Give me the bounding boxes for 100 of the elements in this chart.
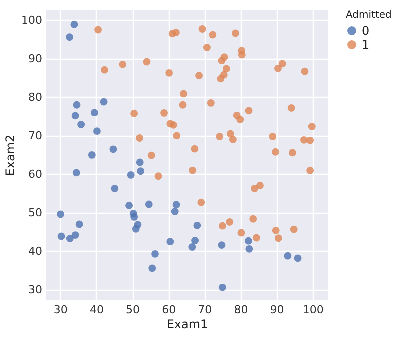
point xyxy=(173,132,181,140)
point xyxy=(300,136,308,144)
point xyxy=(57,210,64,218)
point xyxy=(189,166,196,174)
point xyxy=(94,26,102,34)
x-tick-label: 70 xyxy=(198,304,212,316)
point xyxy=(72,112,80,120)
point xyxy=(58,232,66,240)
point xyxy=(66,235,74,242)
point xyxy=(278,60,286,68)
point xyxy=(192,236,199,244)
point xyxy=(306,166,314,174)
x-tick-label: 80 xyxy=(234,304,248,316)
point xyxy=(226,218,234,226)
point xyxy=(250,215,258,223)
point xyxy=(217,75,225,83)
x-tick-label: 30 xyxy=(54,304,68,316)
point xyxy=(148,152,156,160)
point xyxy=(245,107,253,115)
point xyxy=(207,100,215,107)
point xyxy=(132,225,140,233)
point xyxy=(172,201,180,209)
point xyxy=(78,121,86,128)
point xyxy=(188,244,196,251)
y-tick-label: 100 xyxy=(22,14,42,27)
point xyxy=(126,202,134,210)
x-tick-label: 100 xyxy=(302,304,324,316)
point xyxy=(90,109,98,117)
point xyxy=(209,31,217,39)
point xyxy=(191,145,199,153)
point xyxy=(136,158,144,166)
point xyxy=(94,128,101,136)
point xyxy=(76,220,84,228)
point xyxy=(252,234,260,242)
point xyxy=(284,252,292,260)
point xyxy=(145,200,153,208)
point xyxy=(130,110,138,118)
legend-title: Admitted xyxy=(346,10,392,21)
x-tick-label: 50 xyxy=(126,304,140,316)
point xyxy=(244,237,252,245)
point xyxy=(238,229,246,237)
point xyxy=(218,57,226,65)
point xyxy=(301,68,309,76)
point xyxy=(236,116,244,124)
point xyxy=(226,130,234,138)
point xyxy=(272,148,280,156)
point xyxy=(229,136,237,144)
point xyxy=(274,64,282,72)
y-tick-label: 30 xyxy=(28,283,42,296)
point xyxy=(73,101,81,109)
y-axis-title: Exam2 xyxy=(4,134,18,176)
point xyxy=(308,122,316,130)
point xyxy=(216,133,224,140)
point xyxy=(290,226,298,234)
y-tick-label: 90 xyxy=(28,52,42,66)
y-tick-label: 60 xyxy=(28,168,42,181)
point xyxy=(72,169,80,177)
point xyxy=(218,284,226,292)
point xyxy=(251,185,259,192)
point xyxy=(154,172,162,180)
point xyxy=(166,120,174,128)
point xyxy=(180,90,188,98)
point xyxy=(198,26,206,33)
point xyxy=(218,242,226,250)
point xyxy=(232,30,240,38)
point xyxy=(88,151,96,159)
point xyxy=(148,264,156,272)
point xyxy=(256,182,264,190)
point xyxy=(160,110,168,117)
point xyxy=(100,98,108,106)
y-tick-label: 50 xyxy=(28,206,42,220)
point xyxy=(127,172,135,179)
point xyxy=(152,250,159,258)
point xyxy=(222,65,230,73)
point xyxy=(110,146,118,154)
point xyxy=(288,104,296,112)
x-tick-label: 90 xyxy=(270,304,284,316)
legend-label: 1 xyxy=(362,38,370,52)
point xyxy=(179,101,187,109)
point xyxy=(238,51,246,59)
point xyxy=(136,134,144,142)
point xyxy=(72,232,80,239)
point xyxy=(66,34,74,42)
point xyxy=(306,136,314,144)
point xyxy=(294,254,302,262)
point xyxy=(70,20,78,28)
x-axis-title: Exam1 xyxy=(166,318,208,332)
y-tick-label: 70 xyxy=(28,129,42,142)
point xyxy=(246,245,254,253)
point xyxy=(272,226,280,234)
point xyxy=(218,222,226,230)
point xyxy=(111,185,119,192)
point xyxy=(143,58,151,66)
point xyxy=(130,210,138,218)
point xyxy=(166,69,174,77)
y-tick-label: 80 xyxy=(28,90,42,104)
y-tick-label: 40 xyxy=(28,244,42,258)
point xyxy=(172,29,180,36)
point xyxy=(269,133,277,140)
x-tick-label: 60 xyxy=(162,304,176,316)
